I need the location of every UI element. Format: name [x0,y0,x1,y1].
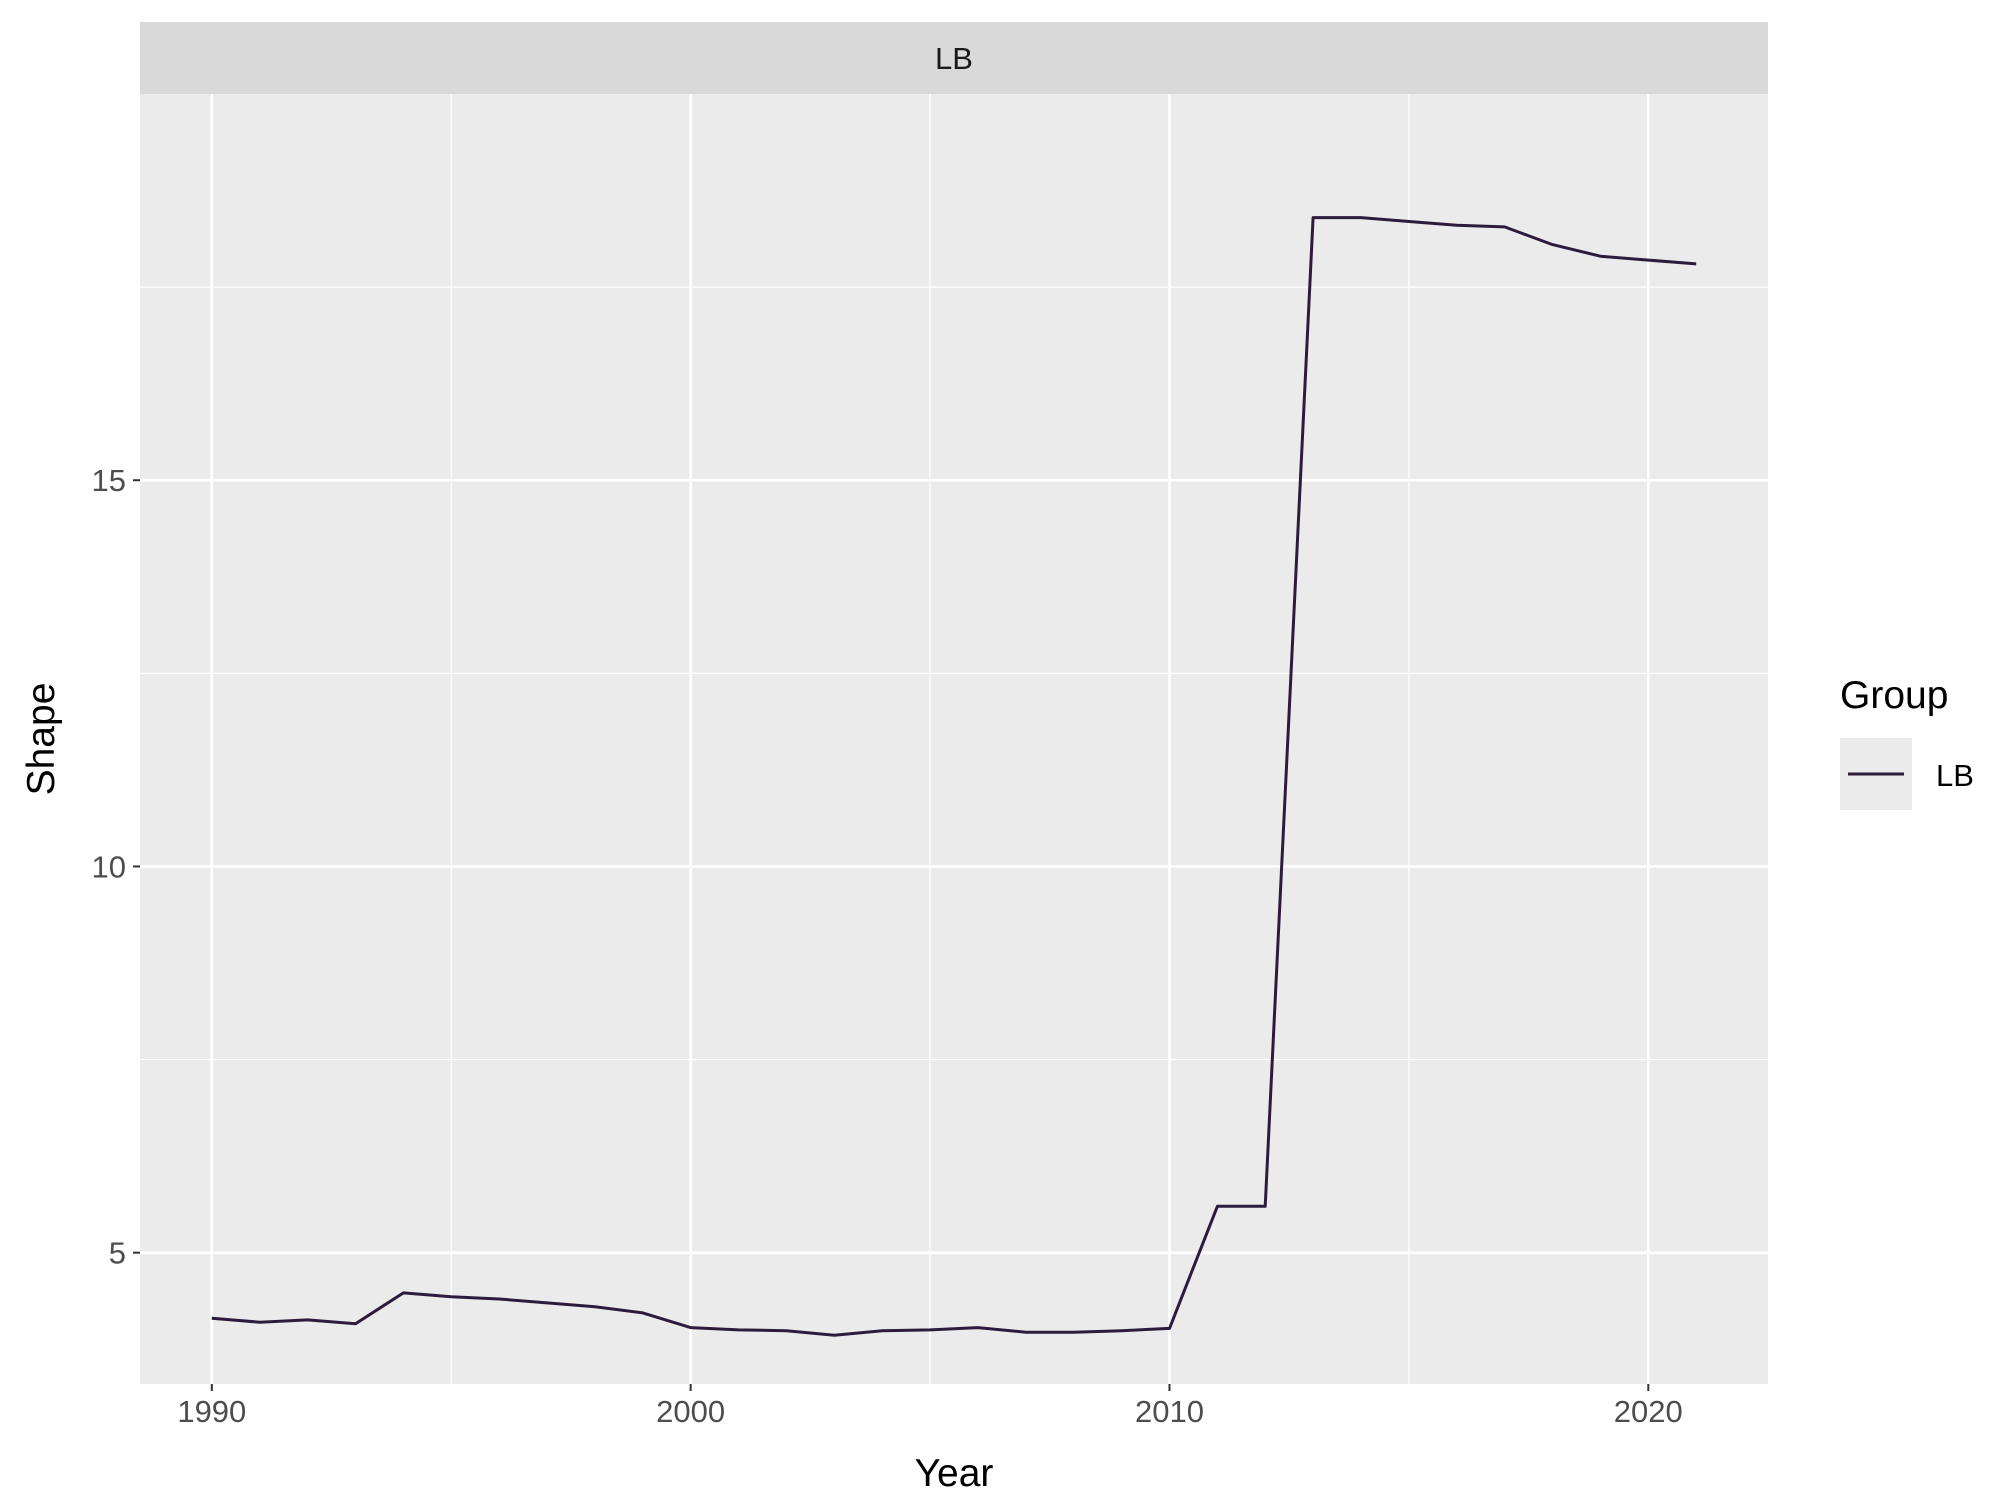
series-line-lb [211,216,1697,1337]
legend-title: Group [1840,674,1948,717]
legend: Group LB [1840,674,1974,810]
grid-major-lines [140,94,1768,1384]
x-tick-label: 1990 [177,1394,246,1429]
x-tick-label: 2000 [656,1394,725,1429]
y-tick-label: 5 [109,1236,126,1271]
legend-label-lb: LB [1936,758,1974,793]
x-axis-title: Year [915,1452,994,1495]
x-tick-label: 2010 [1135,1394,1204,1429]
y-tick-labels: 5 10 15 [92,463,126,1270]
series-layer [211,216,1697,1337]
y-axis-title: Shape [20,683,63,796]
y-tick-label: 15 [92,463,126,498]
x-tick-label: 2020 [1614,1394,1683,1429]
grid-minor-lines [140,94,1768,1384]
y-tick-label: 10 [92,849,126,884]
plot-panel [140,94,1768,1384]
x-tick-labels: 1990 2000 2010 2020 [177,1394,1682,1429]
axis-ticks [133,479,1650,1391]
facet-strip-label: LB [935,41,973,76]
facet-strip [140,22,1768,94]
